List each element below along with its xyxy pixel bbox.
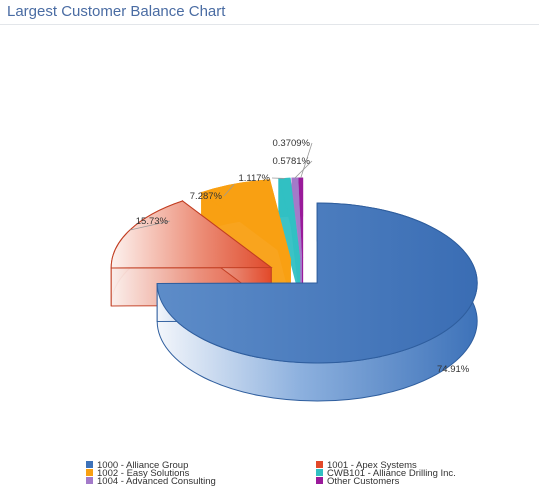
legend-label-4: 1004 - Advanced Consulting [97, 476, 216, 487]
legend-swatch-0 [86, 461, 93, 468]
legend-label-2: 1002 - Easy Solutions [97, 468, 190, 479]
legend-item-3: CWB101 - Alliance Drilling Inc. [316, 469, 456, 479]
data-label-1: 15.73% [136, 216, 169, 227]
legend-label-1: 1001 - Apex Systems [327, 460, 417, 471]
legend-item-0: 1000 - Alliance Group [86, 461, 188, 471]
legend-swatch-1 [316, 461, 323, 468]
data-label-5: 0.3709% [272, 138, 310, 149]
chart-title: Largest Customer Balance Chart [7, 3, 226, 20]
pie-chart: 74.91% 15.73% 7.287% 1.117%0.5781% 0.3709% [110, 138, 478, 402]
legend-swatch-3 [316, 469, 323, 476]
legend-label-3: CWB101 - Alliance Drilling Inc. [327, 468, 456, 479]
legend-item-5: Other Customers [316, 477, 399, 487]
pie-slice-top-1 [110, 200, 273, 269]
data-label-leader-5 [300, 142, 313, 179]
legend-item-2: 1002 - Easy Solutions [86, 469, 189, 479]
data-label-0: 74.91% [437, 364, 470, 375]
legend-swatch-2 [86, 469, 93, 476]
pie-slice-0 [156, 202, 478, 402]
data-label-3: 1.117% [238, 173, 270, 184]
data-label-2: 7.287% [190, 191, 223, 202]
pie-slice-top-0 [156, 202, 478, 364]
pie-slice-1 [110, 199, 273, 307]
data-label-4: 0.5781% [272, 156, 310, 167]
legend-label-0: 1000 - Alliance Group [97, 460, 189, 471]
legend-swatch-5 [316, 477, 323, 484]
chart-header: Largest Customer Balance Chart [0, 0, 539, 25]
legend-label-5: Other Customers [327, 476, 400, 487]
legend-item-1: 1001 - Apex Systems [316, 461, 417, 471]
pie-slice-top-3 [278, 177, 301, 259]
data-label-leader-1 [129, 220, 171, 231]
data-label-leader-2 [223, 183, 235, 197]
legend-swatch-4 [86, 477, 93, 484]
legend-item-4: 1004 - Advanced Consulting [86, 477, 216, 487]
pie-slice-top-4 [291, 177, 303, 259]
